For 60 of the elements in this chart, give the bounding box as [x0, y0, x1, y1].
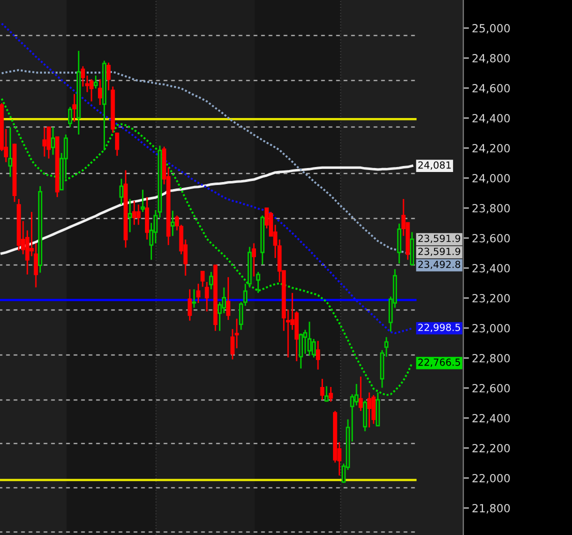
y-tick-label: 24,400 — [472, 114, 510, 124]
candlestick — [136, 204, 141, 226]
candlestick — [367, 392, 372, 428]
candlestick — [328, 386, 333, 402]
y-tick-label: 24,000 — [472, 174, 510, 184]
y-tick-label: 23,400 — [472, 264, 510, 274]
candlestick — [89, 78, 94, 102]
candlestick — [188, 288, 192, 322]
y-tick-label: 25,000 — [472, 24, 510, 34]
text: 23,591.9 — [418, 234, 460, 244]
candlestick — [50, 126, 56, 156]
y-tick-label: 23,800 — [472, 204, 510, 214]
y-tick-label: 23,200 — [472, 294, 510, 304]
y-tick-label: 22,800 — [472, 354, 510, 364]
y-tick-label: 24,600 — [472, 84, 510, 94]
y-tick-label: 22,600 — [472, 384, 510, 394]
y-tick-label: 21,800 — [472, 504, 510, 514]
candlestick — [68, 106, 72, 128]
candlestick — [72, 93, 76, 122]
y-tick-label: 23,000 — [472, 324, 510, 334]
y-tick-label: 24,200 — [472, 144, 510, 154]
y-tick-label: 22,400 — [472, 414, 510, 424]
candlestick — [226, 276, 230, 321]
candlestick — [119, 178, 124, 206]
candlestick — [252, 242, 256, 278]
candlestick — [140, 189, 145, 213]
y-tick-label: 22,000 — [472, 474, 510, 484]
candlestick — [42, 126, 47, 158]
candlestick — [115, 132, 120, 157]
line-series — [0, 22, 414, 334]
candlestick — [298, 332, 303, 370]
candlestick — [358, 376, 363, 412]
text: 23,591.9 — [418, 248, 460, 256]
candlestick — [46, 126, 51, 160]
candlestick — [132, 200, 136, 226]
data-label: 22,766.5 — [418, 358, 460, 367]
candlestick — [144, 196, 150, 240]
candlestick — [209, 271, 214, 290]
candlestick — [200, 270, 205, 288]
data-label: 24,081 — [418, 161, 451, 170]
data-label: 23,492.8 — [418, 260, 460, 270]
candlestick — [204, 281, 209, 312]
candlestick — [98, 78, 102, 106]
line-series — [0, 98, 414, 396]
candlestick — [94, 74, 98, 90]
candlestick — [307, 321, 312, 356]
candlestick — [397, 222, 402, 264]
candlestick — [128, 198, 132, 233]
candlestick — [320, 378, 324, 401]
candlestick — [256, 271, 260, 294]
y-tick-label: 24,800 — [472, 54, 510, 64]
candlestick — [8, 126, 12, 178]
data-label: 22,998.5 — [418, 324, 460, 332]
candlestick — [192, 288, 196, 308]
candlestick — [316, 340, 320, 370]
candlestick — [196, 283, 200, 304]
y-tick-label: 23,600 — [472, 234, 510, 244]
candlestick — [170, 210, 175, 237]
y-tick-label: 22,200 — [472, 444, 510, 454]
candlestick — [324, 386, 329, 402]
